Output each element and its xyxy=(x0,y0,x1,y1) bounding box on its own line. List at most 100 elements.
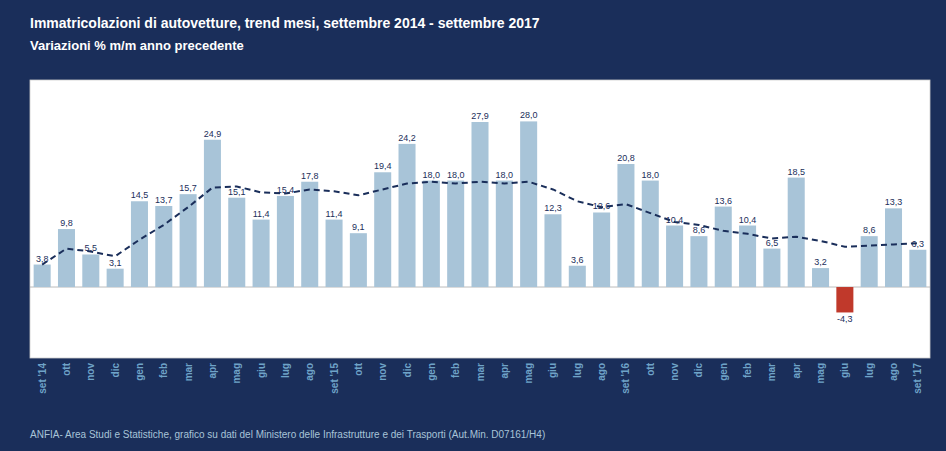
data-label: 8,6 xyxy=(863,225,876,235)
x-tick-label: set '14 xyxy=(37,363,48,394)
x-tick-label: ago xyxy=(596,363,607,381)
data-label: 15,7 xyxy=(179,183,197,193)
x-tick-label: set '16 xyxy=(620,363,631,394)
data-label: 5,5 xyxy=(85,243,98,253)
bar xyxy=(204,140,221,287)
bar xyxy=(788,178,805,287)
bar xyxy=(544,214,561,287)
data-label: 15,1 xyxy=(228,187,246,197)
bar xyxy=(447,181,464,287)
chart: Immatricolazioni di autovetture, trend m… xyxy=(0,0,946,451)
x-tick-label: lug xyxy=(864,363,875,378)
x-tick-label: set '15 xyxy=(329,363,340,394)
marks xyxy=(34,121,927,312)
bar xyxy=(155,206,172,287)
data-label: 18,0 xyxy=(447,170,465,180)
x-tick-label: mar xyxy=(183,363,194,381)
x-tick-label: mar xyxy=(475,363,486,381)
x-tick-label: nov xyxy=(377,363,388,381)
bar xyxy=(715,207,732,287)
x-tick-label: ott xyxy=(645,362,656,375)
bar xyxy=(763,249,780,287)
x-tick-label: lug xyxy=(280,363,291,378)
bar xyxy=(107,269,124,287)
x-tick-label: feb xyxy=(450,363,461,378)
x-tick-label: mag xyxy=(231,363,242,384)
data-label: 15,4 xyxy=(277,185,295,195)
data-label: 6,5 xyxy=(766,238,779,248)
data-label: 14,5 xyxy=(131,190,149,200)
data-label: 28,0 xyxy=(520,110,538,120)
x-tick-label: gen xyxy=(134,363,145,381)
bar xyxy=(885,208,902,287)
data-label: 11,4 xyxy=(326,209,343,219)
data-label: 24,2 xyxy=(398,133,416,143)
x-tick-label: nov xyxy=(669,363,680,381)
bar xyxy=(836,287,853,312)
data-label: 9,1 xyxy=(352,222,365,232)
bar xyxy=(350,233,367,287)
x-tick-label: lug xyxy=(572,363,583,378)
bar xyxy=(399,144,416,287)
x-tick-label: dic xyxy=(110,363,121,378)
data-label: 13,7 xyxy=(155,195,173,205)
data-label: 11,4 xyxy=(253,209,270,219)
trend-line xyxy=(42,182,918,265)
data-label: 13,3 xyxy=(885,197,903,207)
x-tick-label: ott xyxy=(353,362,364,375)
x-tick-label: mag xyxy=(523,363,534,384)
x-tick-label: feb xyxy=(742,363,753,378)
bar xyxy=(301,182,318,287)
x-tick-label: giu xyxy=(256,363,267,378)
x-tick-label: gen xyxy=(426,363,437,381)
bar xyxy=(228,198,245,287)
x-tick-label: giu xyxy=(839,363,850,378)
subtitle: Variazioni % m/m anno precedente xyxy=(30,38,244,53)
bar xyxy=(569,266,586,287)
x-tick-label: dic xyxy=(402,363,413,378)
bar xyxy=(471,122,488,287)
x-tick-label: giu xyxy=(547,363,558,378)
plot-area xyxy=(30,80,930,358)
data-label: -4,3 xyxy=(837,314,853,324)
bar xyxy=(82,254,99,287)
bar xyxy=(642,181,659,287)
data-label: 18,5 xyxy=(787,167,805,177)
bar xyxy=(909,250,926,287)
x-tick-label: apr xyxy=(207,363,218,379)
data-label: 20,8 xyxy=(617,153,635,163)
data-label: 13,6 xyxy=(714,196,732,206)
bar xyxy=(593,212,610,287)
bar xyxy=(326,220,343,287)
data-label: 10,4 xyxy=(666,215,684,225)
bar xyxy=(617,164,634,287)
data-label: 9,8 xyxy=(60,218,73,228)
bar xyxy=(812,268,829,287)
data-label: 18,0 xyxy=(496,170,514,180)
bar xyxy=(496,181,513,287)
data-label: 8,6 xyxy=(693,225,706,235)
data-label: 3,6 xyxy=(571,255,584,265)
bar xyxy=(690,236,707,287)
x-tick-label: ago xyxy=(304,363,315,381)
bar xyxy=(423,181,440,287)
bar xyxy=(520,121,537,287)
data-label: 12,6 xyxy=(593,201,611,211)
title: Immatricolazioni di autovetture, trend m… xyxy=(30,15,540,31)
data-label: 24,9 xyxy=(204,129,222,139)
bar xyxy=(277,196,294,287)
x-tick-label: feb xyxy=(158,363,169,378)
data-label: 3,8 xyxy=(36,254,49,264)
x-tick-label: apr xyxy=(499,363,510,379)
bar xyxy=(666,226,683,288)
x-tick-label: set '17 xyxy=(912,363,923,394)
bar xyxy=(34,265,51,287)
x-tick-label: apr xyxy=(791,363,802,379)
background xyxy=(0,0,946,451)
data-label: 6,3 xyxy=(912,239,925,249)
data-label: 17,8 xyxy=(301,171,319,181)
bar xyxy=(253,220,270,287)
data-label: 27,9 xyxy=(471,111,489,121)
x-tick-label: nov xyxy=(85,363,96,381)
footer: ANFIA- Area Studi e Statistiche, grafico… xyxy=(30,429,545,440)
